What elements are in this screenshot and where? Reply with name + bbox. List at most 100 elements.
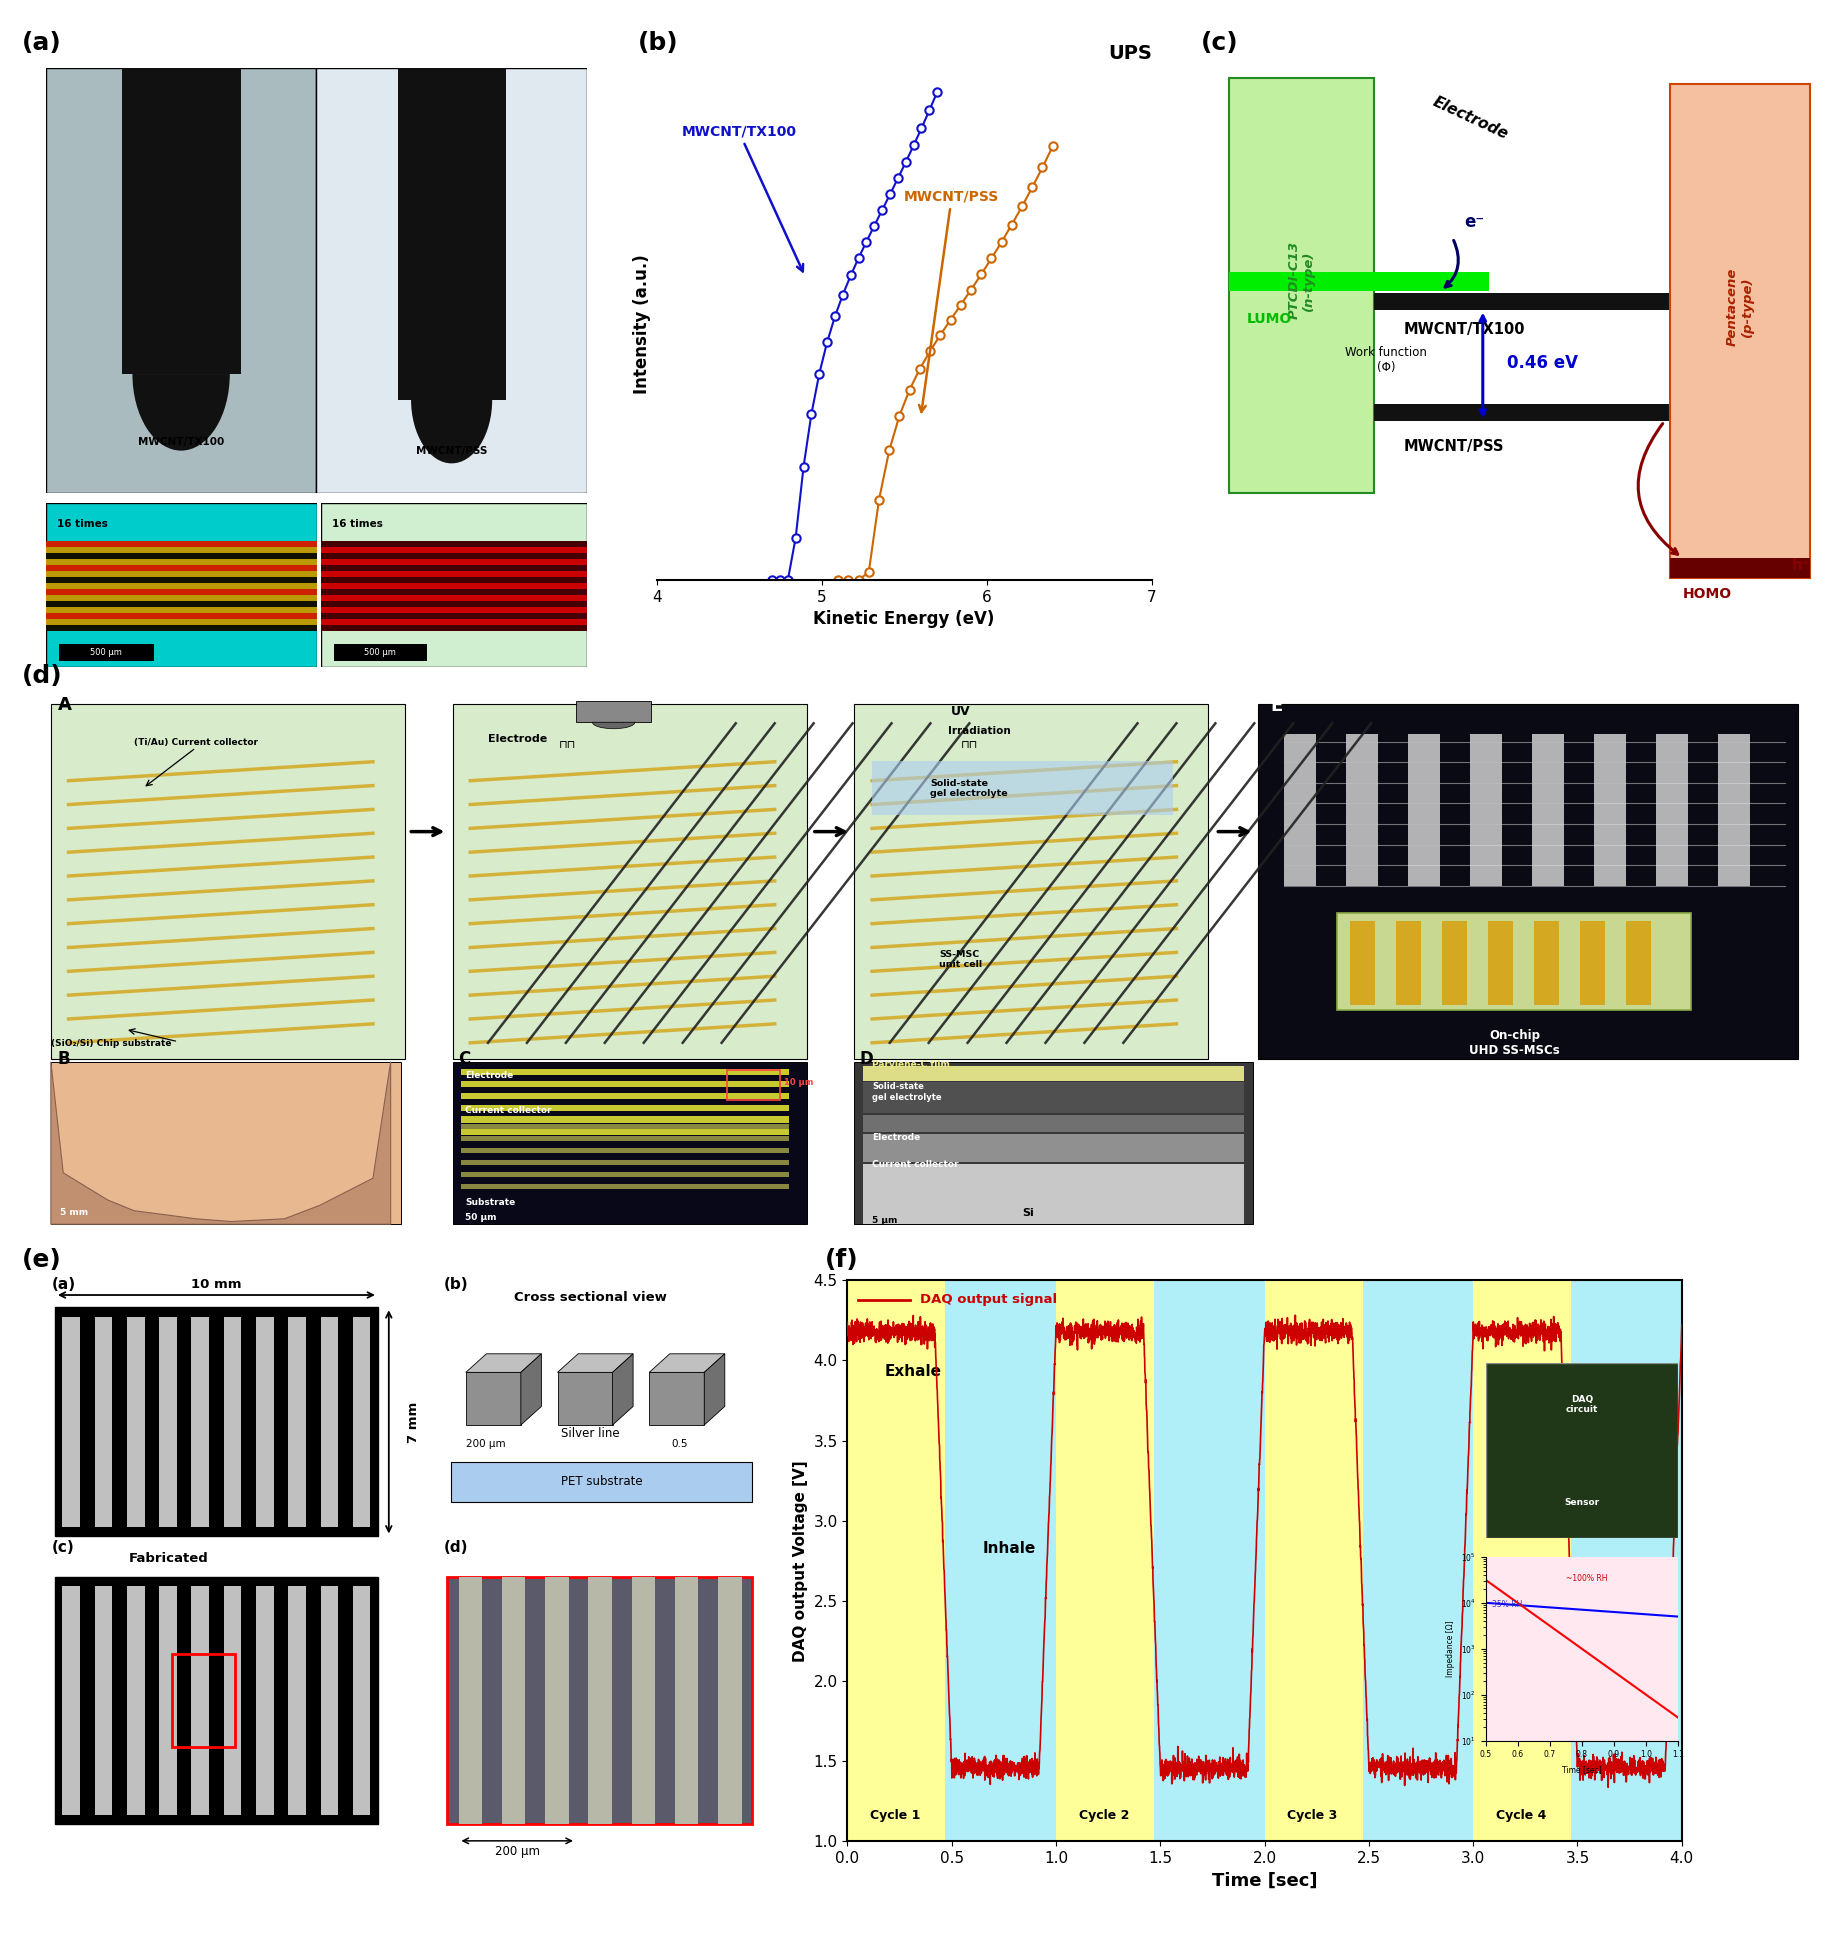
Text: MWCNT/TX100: MWCNT/TX100	[1405, 321, 1526, 337]
Text: Parylene-C film: Parylene-C film	[871, 1060, 950, 1070]
Text: (a): (a)	[51, 1276, 75, 1292]
Bar	[458, 1576, 482, 1824]
Bar	[288, 1317, 306, 1528]
Text: SS-MSC
unit cell: SS-MSC unit cell	[939, 950, 983, 969]
Text: (SiO₂/Si) Chip substrate: (SiO₂/Si) Chip substrate	[51, 1039, 171, 1048]
Bar	[160, 1586, 176, 1814]
Text: Cycle 2: Cycle 2	[1078, 1808, 1130, 1822]
Text: UPS: UPS	[1108, 44, 1152, 64]
Bar	[1346, 735, 1377, 886]
Text: 0.46 eV: 0.46 eV	[1508, 354, 1577, 371]
Bar	[855, 1062, 1253, 1224]
Wedge shape	[592, 721, 635, 729]
Bar	[462, 1116, 789, 1124]
Bar	[462, 1149, 789, 1153]
Text: 500 μm: 500 μm	[90, 648, 121, 658]
Bar	[453, 1062, 807, 1224]
Bar	[352, 1317, 370, 1528]
Bar	[321, 1317, 337, 1528]
Bar	[847, 1280, 945, 1841]
X-axis label: Time [sec]: Time [sec]	[1563, 1766, 1601, 1773]
Bar	[46, 559, 317, 565]
Bar	[1056, 1280, 1154, 1841]
Text: ⊓⊓: ⊓⊓	[559, 739, 576, 750]
Text: Electrode: Electrode	[488, 735, 547, 745]
Bar	[288, 1586, 306, 1814]
Text: 500 μm: 500 μm	[363, 648, 396, 658]
Bar	[447, 1576, 752, 1824]
Text: Solid-state
gel electrolyte: Solid-state gel electrolyte	[930, 779, 1009, 799]
Text: (Ti/Au) Current collector: (Ti/Au) Current collector	[134, 739, 259, 747]
Bar	[503, 1576, 525, 1824]
Bar	[224, 1317, 242, 1528]
Bar	[46, 596, 317, 601]
Bar	[1258, 704, 1797, 1060]
Bar	[871, 762, 1174, 816]
Bar	[719, 1576, 741, 1824]
Text: Sensor: Sensor	[1564, 1499, 1599, 1507]
Bar	[321, 1586, 337, 1814]
Text: MWCNT/TX100: MWCNT/TX100	[682, 124, 803, 271]
Bar	[1627, 921, 1651, 1006]
Bar	[46, 588, 317, 596]
Bar	[864, 1114, 1243, 1131]
Bar	[257, 1586, 273, 1814]
Text: Silver line: Silver line	[561, 1427, 620, 1441]
Polygon shape	[649, 1354, 724, 1373]
Text: ⊓⊓: ⊓⊓	[961, 739, 978, 750]
Text: Pentacene
(p-type): Pentacene (p-type)	[1726, 267, 1753, 346]
Bar	[864, 1133, 1243, 1162]
Bar	[321, 613, 587, 619]
Bar	[462, 1093, 789, 1099]
Text: D: D	[860, 1050, 873, 1068]
Bar	[321, 559, 587, 565]
Text: Inhale: Inhale	[983, 1541, 1036, 1555]
Text: (b): (b)	[444, 1276, 468, 1292]
Bar	[46, 68, 317, 493]
Text: Irradiation: Irradiation	[948, 725, 1011, 737]
Polygon shape	[704, 1354, 724, 1425]
Text: Electrode: Electrode	[1431, 95, 1511, 143]
Bar	[558, 1373, 613, 1425]
Bar	[46, 571, 317, 576]
Polygon shape	[51, 1062, 391, 1224]
Bar	[1374, 292, 1707, 309]
Bar	[46, 542, 317, 547]
Bar	[317, 68, 587, 493]
Bar	[855, 704, 1209, 1060]
X-axis label: Time [sec]: Time [sec]	[1212, 1872, 1317, 1890]
Text: (b): (b)	[638, 31, 679, 56]
Bar	[462, 1172, 789, 1178]
Bar	[864, 1164, 1243, 1224]
Bar	[453, 704, 807, 1060]
Bar	[451, 1462, 752, 1503]
Bar	[675, 1576, 699, 1824]
Bar	[398, 68, 506, 400]
Y-axis label: Intensity (a.u.): Intensity (a.u.)	[633, 253, 651, 395]
Text: PET substrate: PET substrate	[561, 1476, 642, 1487]
Bar	[46, 553, 317, 559]
Bar	[172, 1654, 235, 1746]
Text: MWCNT/TX100: MWCNT/TX100	[138, 437, 224, 447]
Text: HOMO: HOMO	[1682, 588, 1731, 601]
Bar	[1594, 735, 1627, 886]
Text: ~100% RH: ~100% RH	[1566, 1574, 1607, 1582]
Bar	[46, 613, 317, 619]
Bar	[46, 547, 317, 553]
Bar	[46, 565, 317, 571]
Bar	[1337, 913, 1691, 1010]
Bar	[127, 1317, 145, 1528]
Bar	[321, 625, 587, 630]
Bar	[1671, 559, 1810, 578]
Bar	[1396, 921, 1421, 1006]
Bar	[321, 596, 587, 601]
Text: Substrate: Substrate	[466, 1199, 515, 1207]
Text: On-chip
UHD SS-MSCs: On-chip UHD SS-MSCs	[1469, 1029, 1561, 1058]
Text: C: C	[458, 1050, 470, 1068]
Bar	[321, 565, 587, 571]
Bar	[649, 1373, 704, 1425]
Text: A: A	[59, 696, 72, 714]
Bar	[127, 1586, 145, 1814]
Bar	[1409, 735, 1440, 886]
Text: Current collector: Current collector	[466, 1106, 552, 1116]
